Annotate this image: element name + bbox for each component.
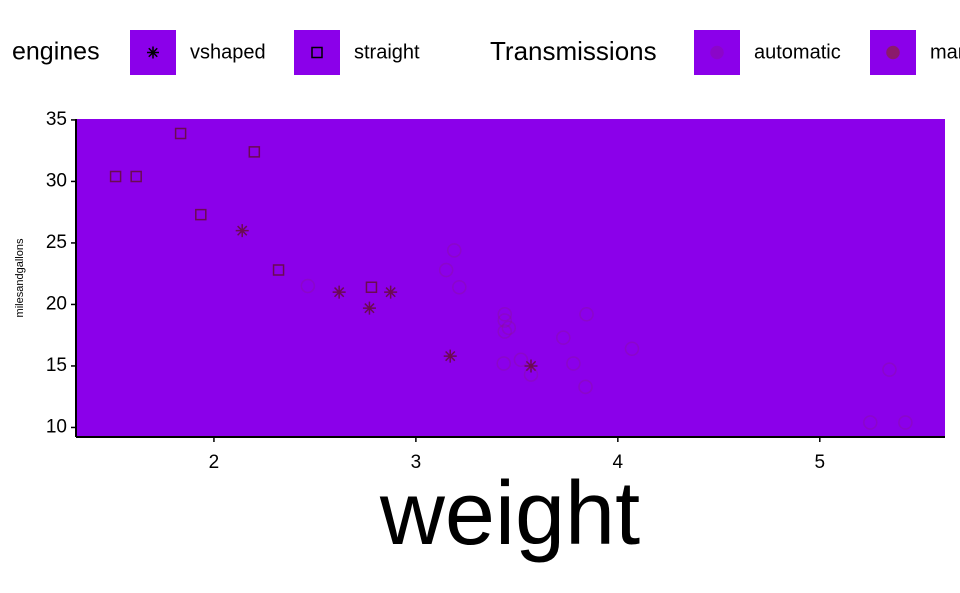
- point: [362, 301, 376, 315]
- x-tick-label: 5: [815, 452, 826, 473]
- point: [332, 285, 346, 299]
- point: [195, 208, 207, 221]
- point: [300, 278, 316, 294]
- point: [452, 279, 467, 295]
- point: [501, 320, 517, 336]
- legend-title: Transmissions: [490, 36, 657, 66]
- point: [447, 243, 462, 258]
- point: [497, 324, 512, 339]
- point: [365, 281, 378, 293]
- point: [523, 367, 539, 382]
- point: [443, 349, 457, 363]
- point: [579, 307, 594, 322]
- point: [272, 264, 285, 276]
- point: [109, 170, 122, 183]
- point: [524, 359, 538, 373]
- point: [513, 352, 529, 368]
- legend-symbol: [311, 46, 323, 59]
- y-tick-label: 20: [46, 293, 67, 314]
- point: [578, 379, 593, 395]
- point: [497, 307, 512, 322]
- point: [566, 356, 581, 371]
- point: [624, 341, 640, 356]
- legend-key: [694, 30, 740, 75]
- legend-key: [294, 30, 340, 75]
- legend-symbol: [886, 45, 900, 60]
- y-axis-label: milesandgallons: [14, 238, 26, 317]
- point: [384, 285, 398, 299]
- point: [556, 330, 571, 345]
- y-tick-label: 25: [46, 232, 67, 253]
- y-tick-label: 30: [46, 170, 67, 191]
- point: [496, 356, 511, 371]
- x-tick-label: 3: [411, 452, 422, 473]
- legend-label: straight: [354, 41, 420, 63]
- point: [863, 415, 878, 430]
- point: [248, 146, 261, 158]
- point: [235, 224, 249, 238]
- y-tick-label: 35: [46, 109, 67, 130]
- legend-label: automatic: [754, 41, 841, 63]
- legend-label: vshaped: [190, 41, 266, 63]
- y-tick-label: 10: [46, 416, 67, 437]
- plot-panel: [76, 119, 945, 437]
- x-tick-label: 4: [613, 452, 624, 473]
- point: [438, 262, 454, 278]
- x-tick-label: 2: [209, 452, 220, 473]
- legend-label: manual: [930, 41, 960, 63]
- y-tick-label: 15: [46, 355, 67, 376]
- point: [497, 313, 512, 328]
- x-axis-label: weight: [379, 464, 640, 564]
- legend-symbol: [710, 45, 724, 60]
- point: [882, 362, 897, 377]
- point: [130, 170, 142, 183]
- legend-symbol: [147, 46, 159, 59]
- point: [174, 127, 187, 140]
- point: [898, 415, 913, 430]
- legend-title: engines: [12, 38, 100, 66]
